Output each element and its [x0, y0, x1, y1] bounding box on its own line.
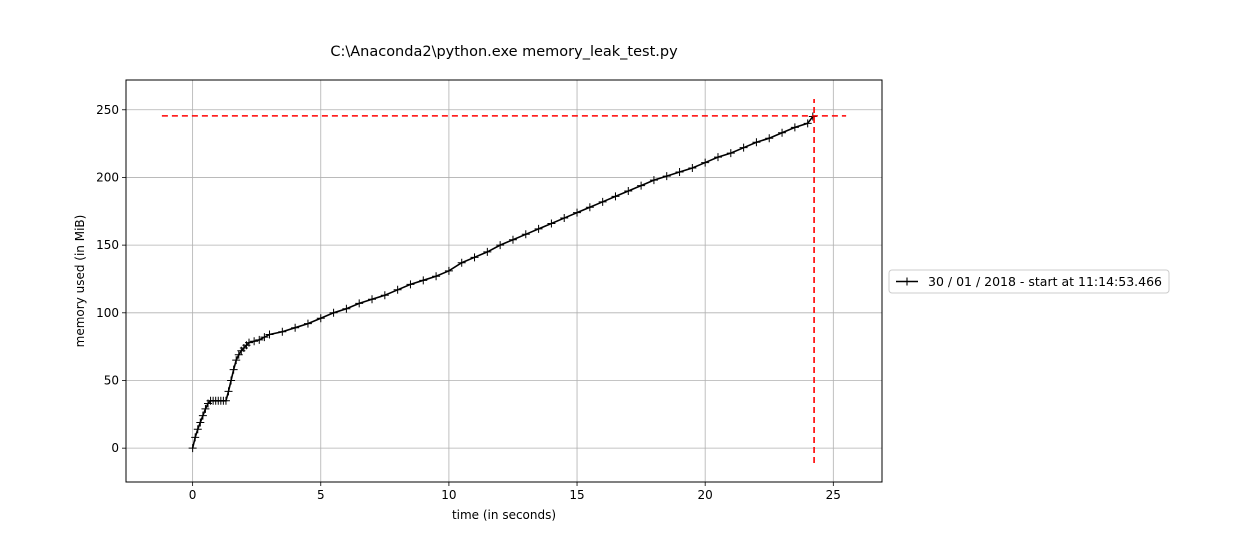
data-point [265, 330, 274, 339]
data-point [260, 333, 269, 342]
plot-data [161, 98, 847, 464]
data-point [611, 192, 620, 201]
data-point [547, 219, 556, 228]
data-point [508, 235, 517, 244]
data-point [585, 203, 594, 212]
data-point [198, 411, 207, 420]
plot-frame [125, 79, 883, 483]
data-point [560, 214, 569, 223]
y-axis-label: memory used (in MiB) [73, 215, 87, 348]
data-point [470, 253, 479, 262]
data-point [393, 285, 402, 294]
y-tick-label: 250 [96, 103, 119, 117]
data-point [675, 168, 684, 177]
data-point [229, 365, 238, 374]
data-point [662, 172, 671, 181]
data-point [191, 433, 200, 442]
data-point [624, 186, 633, 195]
data-point [739, 143, 748, 152]
data-point [534, 224, 543, 233]
data-point [688, 163, 697, 172]
data-point [637, 181, 646, 190]
y-tick-label: 150 [96, 238, 119, 252]
data-point [245, 338, 254, 347]
x-tick-label: 15 [569, 488, 584, 502]
data-point [278, 327, 287, 336]
data-point [765, 134, 774, 143]
y-tick-label: 200 [96, 170, 119, 184]
series-line-0 [191, 116, 814, 449]
y-tick-label: 50 [104, 373, 119, 387]
data-point [778, 128, 787, 137]
data-point [221, 396, 230, 405]
data-point [457, 258, 466, 267]
data-point [573, 208, 582, 217]
data-point [701, 158, 710, 167]
x-tick-label: 10 [441, 488, 456, 502]
data-point [188, 444, 197, 453]
data-point [196, 418, 205, 427]
data-point [232, 356, 241, 365]
data-point [483, 247, 492, 256]
chart-title: C:\Anaconda2\python.exe memory_leak_test… [330, 44, 678, 60]
data-point [201, 404, 210, 413]
data-point [649, 176, 658, 185]
data-point [316, 314, 325, 323]
x-tick-label: 25 [826, 488, 841, 502]
data-point [419, 276, 428, 285]
data-point [355, 299, 364, 308]
data-point [193, 425, 202, 434]
data-point [803, 119, 812, 128]
legend: 30 / 01 / 2018 - start at 11:14:53.466 [888, 269, 1170, 294]
legend-label: 30 / 01 / 2018 - start at 11:14:53.466 [928, 274, 1162, 289]
data-point [291, 323, 300, 332]
data-point [496, 241, 505, 250]
data-point [521, 230, 530, 239]
data-point [713, 153, 722, 162]
data-point [432, 272, 441, 281]
x-tick-label: 20 [698, 488, 713, 502]
x-tick-label: 0 [189, 488, 197, 502]
data-point [598, 197, 607, 206]
data-point [790, 123, 799, 132]
data-point [303, 319, 312, 328]
y-tick-label: 0 [111, 441, 119, 455]
data-point [342, 304, 351, 313]
data-point [234, 350, 243, 359]
x-axis-label: time (in seconds) [452, 508, 556, 522]
data-point [255, 335, 264, 344]
legend-marker [903, 277, 911, 286]
x-tick-label: 5 [317, 488, 325, 502]
grid-lines [126, 80, 882, 482]
data-point [444, 266, 453, 275]
data-point [726, 149, 735, 158]
data-point [250, 337, 259, 346]
data-point [227, 376, 236, 385]
data-point [368, 295, 377, 304]
data-point [329, 308, 338, 317]
data-point [380, 291, 389, 300]
data-point [752, 138, 761, 147]
data-point [224, 387, 233, 396]
legend-box [888, 269, 1170, 294]
data-point [406, 280, 415, 289]
y-tick-label: 100 [96, 306, 119, 320]
